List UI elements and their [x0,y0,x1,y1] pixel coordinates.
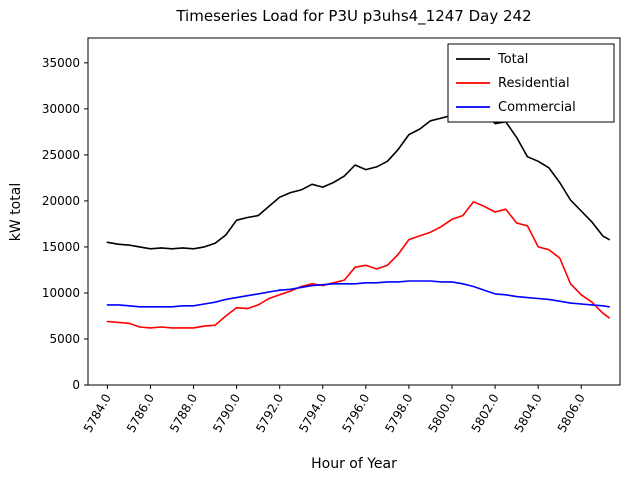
y-tick-label: 35000 [42,56,80,70]
axes-frame [87,37,621,386]
x-tick-label: 5806.0 [555,392,588,435]
x-tick-label: 5798.0 [382,392,415,435]
series-line-total [106,106,611,250]
x-tick-label: 5788.0 [167,392,200,435]
series-line-commercial [106,280,611,308]
y-tick-label: 0 [72,378,80,392]
legend-label: Residential [498,76,570,91]
y-ticks: 0 5000 10000 15000 20000 25000 30000 35000 [42,56,88,392]
legend-label: Total [497,52,528,67]
y-tick-label: 5000 [49,332,80,346]
x-tick-label: 5786.0 [124,392,157,435]
y-tick-label: 30000 [42,102,80,116]
x-ticks: 5784.0 5786.0 5788.0 5790.0 5792.0 5794.0 5796… [81,385,588,435]
x-tick-label: 5792.0 [253,392,286,435]
x-tick-label: 5790.0 [210,392,243,435]
plot-border [87,37,621,386]
y-tick-label: 15000 [42,240,80,254]
x-tick-label: 5794.0 [296,392,329,435]
x-tick-label: 5784.0 [81,392,114,435]
x-tick-label: 5800.0 [425,392,458,435]
legend-label: Commercial [498,100,576,115]
x-axis-label: Hour of Year [311,456,397,472]
chart-title: Timeseries Load for P3U p3uhs4_1247 Day … [175,7,531,26]
x-tick-label: 5804.0 [512,392,545,435]
x-tick-label: 5796.0 [339,392,372,435]
series-lines [106,106,611,329]
series-line-residential [106,201,611,329]
y-axis-label: kW total [8,183,24,241]
y-tick-label: 20000 [42,194,80,208]
y-tick-label: 25000 [42,148,80,162]
x-tick-label: 5802.0 [469,391,502,434]
legend: Total Residential Commercial [447,43,615,123]
y-tick-label: 10000 [42,286,80,300]
